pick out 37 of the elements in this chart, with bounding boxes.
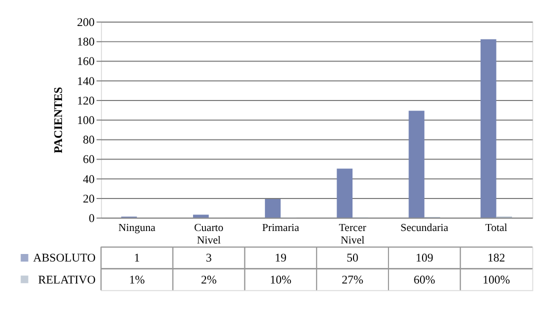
y-tick-label: 80	[82, 134, 95, 147]
y-tick-label: 0	[88, 212, 95, 226]
y-tick-label: 120	[76, 94, 95, 108]
bar	[408, 110, 424, 218]
data-label: 10%	[270, 273, 292, 286]
bar	[336, 168, 353, 218]
y-tick-label: 20	[82, 192, 95, 206]
data-label: 3	[206, 252, 212, 265]
y-tick-label: 100	[76, 114, 95, 128]
data-label: 100%	[482, 273, 510, 286]
bar	[480, 39, 496, 218]
x-tick-label: Ninguna	[118, 222, 156, 234]
x-tick-label: Secundaria	[400, 222, 449, 234]
data-label: 1	[134, 252, 140, 265]
data-label: 19	[274, 252, 287, 265]
legend-label: ABSOLUTO	[33, 252, 96, 265]
x-tick-label: Cuarto Nivel	[194, 222, 224, 247]
legend-label: RELATIVO	[38, 273, 96, 286]
y-tick-label: 160	[76, 55, 95, 68]
y-axis-title: PACIENTES	[52, 86, 66, 154]
y-tick-label: 140	[76, 74, 95, 88]
y-tick-label: 60	[82, 153, 95, 166]
bar	[264, 198, 281, 218]
y-tick-label: 180	[76, 36, 95, 49]
data-label: 1%	[129, 273, 145, 286]
data-label: 2%	[200, 273, 217, 286]
bar	[193, 214, 209, 218]
y-tick-label: 200	[76, 16, 95, 29]
x-tick-label: Total	[485, 222, 508, 234]
data-label: 60%	[414, 273, 436, 286]
data-label: 182	[487, 252, 506, 265]
x-tick-label: Primaria	[262, 222, 300, 234]
data-label: 27%	[342, 273, 364, 286]
data-label: 50	[346, 252, 359, 265]
x-tick-label: Tercer Nivel	[338, 222, 367, 247]
y-tick-label: 40	[82, 172, 95, 186]
data-label: 109	[416, 252, 434, 265]
